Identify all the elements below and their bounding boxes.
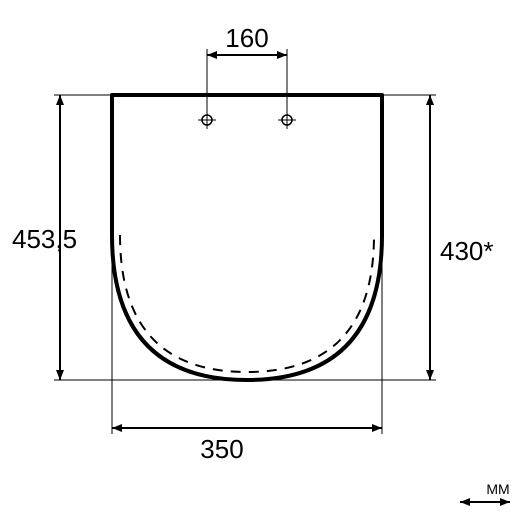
dimension-height-right: 430* [247,95,494,380]
dim-value-hinge: 160 [225,23,268,53]
technical-drawing: 160 453,5 430* 350 MM [0,0,530,530]
inner-dashed-edge [120,235,374,372]
dimension-height-left: 453,5 [12,95,247,380]
unit-label: MM [486,481,509,497]
seat-outline [112,95,382,380]
dim-value-height-right: 430* [440,236,494,266]
unit-indicator: MM [460,481,510,506]
dim-value-height-left: 453,5 [12,224,77,254]
dimension-hinge-spacing: 160 [207,23,287,120]
dim-value-width: 350 [200,434,243,464]
